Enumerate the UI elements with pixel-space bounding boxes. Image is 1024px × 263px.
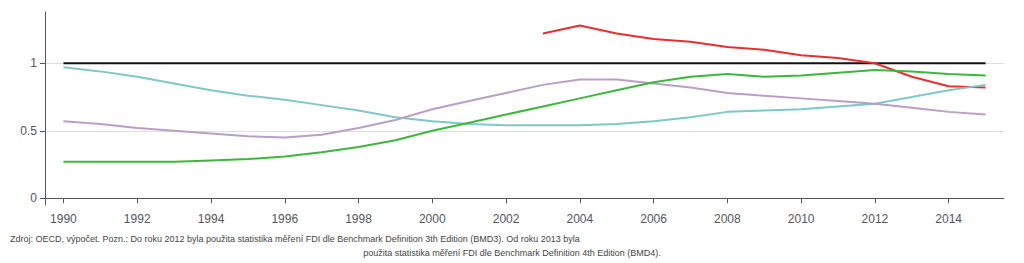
svg-text:1994: 1994	[198, 212, 225, 226]
svg-text:Zdroj: OECD, výpočet. Pozn.: D: Zdroj: OECD, výpočet. Pozn.: Do roku 201…	[10, 234, 580, 244]
svg-text:použita statistika měření FDI: použita statistika měření FDI dle Benchm…	[363, 248, 661, 258]
svg-text:1998: 1998	[345, 212, 372, 226]
svg-text:1996: 1996	[271, 212, 298, 226]
svg-text:2002: 2002	[493, 212, 520, 226]
svg-text:2012: 2012	[862, 212, 889, 226]
svg-text:2000: 2000	[419, 212, 446, 226]
svg-text:2006: 2006	[640, 212, 667, 226]
svg-text:1992: 1992	[124, 212, 151, 226]
svg-text:1: 1	[30, 56, 37, 70]
svg-text:0: 0	[30, 191, 37, 205]
svg-text:1990: 1990	[50, 212, 77, 226]
svg-text:2008: 2008	[714, 212, 741, 226]
svg-text:2010: 2010	[788, 212, 815, 226]
svg-text:2004: 2004	[566, 212, 593, 226]
svg-text:2014: 2014	[935, 212, 962, 226]
svg-text:0.5: 0.5	[20, 124, 37, 138]
